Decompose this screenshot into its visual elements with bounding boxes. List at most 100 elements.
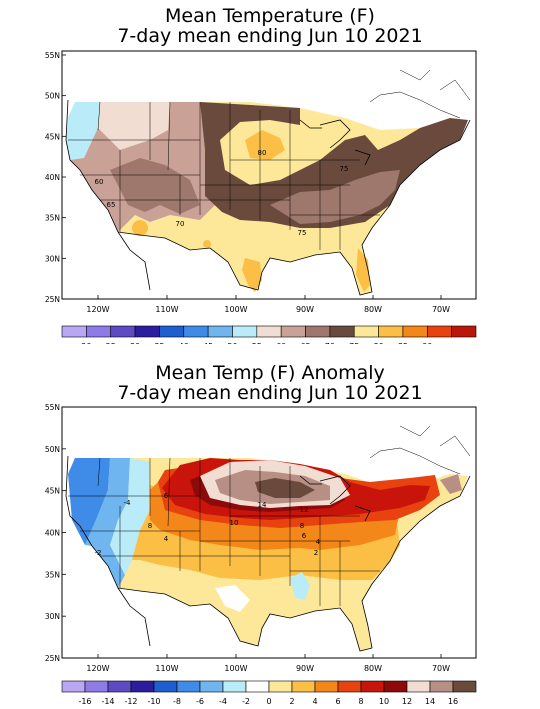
state-borders xyxy=(68,457,380,606)
colorbar-tick-label: 50 xyxy=(227,342,237,344)
contour-label: 70 xyxy=(176,220,185,228)
colorbar-tick-label: 45 xyxy=(203,342,213,344)
colorbar-tick-label: 10 xyxy=(379,697,389,706)
colorbar-swatch xyxy=(451,325,477,338)
contour-label-group: -2 -4 4 6 8 10 12 14 8 6 4 2 xyxy=(95,492,321,557)
colorbar-tick-label: 4 xyxy=(312,697,317,706)
northeast-anomaly xyxy=(440,474,462,494)
colorbar-swatch xyxy=(268,680,293,693)
colorbar-tick-label: -10 xyxy=(147,697,160,706)
colorbar-tick-label: 75 xyxy=(349,342,359,344)
latitude-label: 50N xyxy=(45,445,60,454)
colorbar-tick-label: 80 xyxy=(373,342,383,344)
colorbar-swatch xyxy=(61,680,86,693)
colorbar-tick-label: 25 xyxy=(106,342,116,344)
map-fill-layer xyxy=(66,102,468,295)
colorbar-tick-label: -8 xyxy=(173,697,181,706)
latitude-label: 35N xyxy=(45,570,60,579)
longitude-axis: 120W 110W 100W 90W 80W 70W xyxy=(86,295,450,314)
contour-label: 75 xyxy=(340,165,349,173)
longitude-label: 100W xyxy=(224,664,247,673)
colorbar-tick-label: -4 xyxy=(219,697,227,706)
colorbar-tick-label: 16 xyxy=(448,697,458,706)
upper-midwest-anomaly-dark xyxy=(255,478,315,498)
contour-label: 60 xyxy=(95,178,104,186)
colorbar-swatch xyxy=(280,325,306,338)
colorbar-swatch xyxy=(199,680,224,693)
colorbar-swatch xyxy=(291,680,316,693)
latitude-axis: 55N 50N 45N 40N 35N 30N 25N xyxy=(45,403,66,663)
great-lakes-outline xyxy=(299,475,371,522)
colorbar-swatch xyxy=(329,325,355,338)
longitude-label: 70W xyxy=(432,305,450,314)
latitude-label: 30N xyxy=(45,254,60,263)
cool-west-coast-region xyxy=(68,458,110,545)
map-fill-layer xyxy=(68,458,468,651)
colorbar-tick-label: 30 xyxy=(130,342,140,344)
colorbar-swatch xyxy=(360,680,385,693)
contour-label: 4 xyxy=(316,538,321,546)
latitude-label: 55N xyxy=(45,51,60,60)
latitude-label: 40N xyxy=(45,173,60,182)
map-frame xyxy=(61,50,477,300)
contour-label: 65 xyxy=(107,201,116,209)
contour-label-group: 60 65 70 75 75 80 xyxy=(95,149,349,237)
colorbar-swatch xyxy=(84,680,109,693)
contour-label: 4 xyxy=(164,535,169,543)
colorbar-swatch xyxy=(207,325,233,338)
colorbar-swatch xyxy=(314,680,339,693)
cool-pocket-texas xyxy=(215,585,250,612)
longitude-label: 100W xyxy=(224,305,247,314)
colorbar-tick-label: 55 xyxy=(252,342,262,344)
latitude-label: 45N xyxy=(45,487,60,496)
colorbar-swatch xyxy=(222,680,247,693)
latitude-label: 40N xyxy=(45,529,60,538)
colorbar-swatch xyxy=(305,325,331,338)
colorbar-swatch xyxy=(110,325,136,338)
longitude-label: 80W xyxy=(364,664,382,673)
latitude-label: 25N xyxy=(45,654,60,663)
colorbar-swatch xyxy=(353,325,379,338)
latitude-label: 25N xyxy=(45,295,60,304)
canada-lines xyxy=(369,425,471,475)
longitude-label: 110W xyxy=(155,305,178,314)
cool-pocket-south xyxy=(290,572,310,600)
colorbar-swatch xyxy=(429,680,454,693)
colorbar-swatch xyxy=(256,325,282,338)
colorbar-swatch xyxy=(232,325,258,338)
warm-spot-texas xyxy=(203,240,211,248)
warm-spot-south-texas xyxy=(242,258,262,292)
canada-lines xyxy=(369,69,471,119)
panel1-title-line1: Mean Temperature (F) xyxy=(165,5,375,27)
colorbar-swatch xyxy=(402,325,428,338)
longitude-label: 120W xyxy=(86,664,109,673)
colorbar-swatch xyxy=(153,680,178,693)
colorbar-swatch xyxy=(159,325,185,338)
colorbar-swatch xyxy=(61,325,87,338)
colorbar-swatch xyxy=(426,325,452,338)
longitude-label: 90W xyxy=(296,305,314,314)
colorbar-tick-label: 12 xyxy=(402,697,412,706)
colorbar-swatch xyxy=(245,680,270,693)
longitude-axis: 120W 110W 100W 90W 80W 70W xyxy=(86,654,450,673)
colorbar-tick-label: 8 xyxy=(358,697,363,706)
longitude-label: 90W xyxy=(296,664,314,673)
brown-appalachian-band xyxy=(270,170,400,224)
warm-spot-southwest xyxy=(132,220,148,236)
latitude-label: 50N xyxy=(45,92,60,101)
temperature-anomaly-map: 55N 50N 45N 40N 35N 30N 25N 120W 110W 100W 90W 80W… xyxy=(45,403,477,706)
colorbar-swatch xyxy=(452,680,477,693)
contour-label: 75 xyxy=(298,229,307,237)
panel2-title-line2: 7-day mean ending Jun 10 2021 xyxy=(117,382,423,404)
darkest-brown-north-region xyxy=(200,102,468,228)
contour-label: 80 xyxy=(258,149,267,157)
colorbar-swatch xyxy=(183,325,209,338)
contour-label: 12 xyxy=(300,506,309,514)
contour-label: 6 xyxy=(302,532,307,540)
colorbar-tick-label: -6 xyxy=(196,697,204,706)
colorbar-tick-label: 0 xyxy=(266,697,271,706)
colorbar-tick-label: 14 xyxy=(425,697,435,706)
warm-spot-florida xyxy=(356,248,370,292)
colorbar-tick-label: 40 xyxy=(179,342,189,344)
contour-label: 8 xyxy=(148,522,152,530)
